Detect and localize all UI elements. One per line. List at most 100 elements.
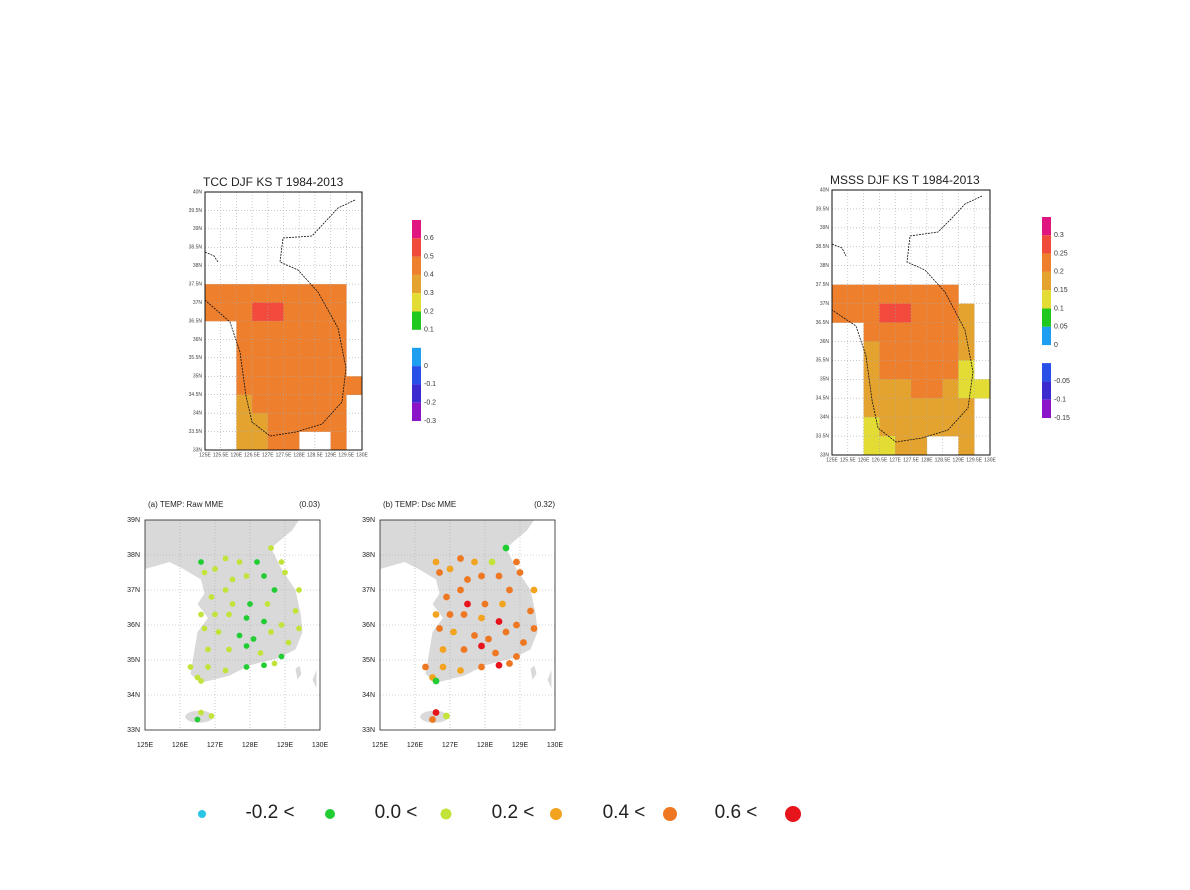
grid-cell bbox=[879, 303, 896, 323]
station bbox=[485, 635, 492, 643]
grid-cell bbox=[895, 360, 912, 380]
colorbar-box bbox=[412, 402, 421, 421]
y-tick-label: 36N bbox=[820, 339, 830, 345]
station bbox=[208, 594, 215, 600]
station bbox=[194, 716, 201, 723]
legend-dot bbox=[325, 809, 335, 819]
station bbox=[457, 667, 464, 674]
colorbar-label: -0.1 bbox=[1054, 397, 1066, 404]
station bbox=[471, 558, 478, 566]
station bbox=[460, 611, 468, 618]
grid-cell bbox=[267, 302, 284, 322]
grid-cell bbox=[236, 376, 253, 396]
legend-dot bbox=[550, 808, 562, 820]
legend-label: 0.6 < bbox=[715, 802, 758, 823]
station bbox=[296, 625, 302, 632]
grid-cell bbox=[283, 339, 300, 359]
y-tick-label: 39.5N bbox=[816, 206, 830, 212]
grid-cell bbox=[911, 436, 928, 456]
station bbox=[513, 621, 520, 629]
station bbox=[513, 653, 520, 660]
panel-title: TCC DJF KS T 1984-2013 bbox=[203, 175, 344, 189]
station bbox=[443, 593, 450, 601]
station bbox=[492, 649, 499, 657]
station bbox=[187, 664, 194, 670]
grid-cell bbox=[299, 413, 316, 432]
colorbar-label: 0.25 bbox=[1054, 250, 1068, 257]
station bbox=[278, 622, 285, 628]
grid-cell bbox=[895, 303, 912, 323]
legend-dot bbox=[198, 810, 206, 818]
grid-cell bbox=[895, 436, 912, 456]
station bbox=[257, 650, 264, 656]
x-tick-label: 130E bbox=[984, 457, 996, 463]
grid-cell bbox=[863, 398, 880, 418]
legend-label: 0.2 < bbox=[492, 802, 535, 823]
grid-cell bbox=[879, 341, 896, 361]
grid-cell bbox=[926, 398, 943, 418]
station bbox=[201, 569, 208, 576]
grid-cell bbox=[252, 339, 269, 359]
grid-cell bbox=[895, 379, 912, 399]
y-tick-label: 35.5N bbox=[816, 358, 830, 364]
grid-cell bbox=[252, 302, 269, 322]
y-tick-label: 33N bbox=[127, 727, 140, 734]
station bbox=[432, 611, 440, 618]
station bbox=[460, 646, 468, 653]
station bbox=[271, 587, 278, 593]
station bbox=[502, 628, 510, 636]
grid-cell bbox=[958, 341, 975, 361]
grid-cell bbox=[847, 303, 864, 323]
legend-label: -0.2 < bbox=[245, 802, 294, 823]
colorbar-box bbox=[412, 293, 421, 312]
station-map: (b) TEMP: Dsc MME (0.32) 39N 38N 37N 36N 35N 34… bbox=[362, 500, 563, 749]
station bbox=[264, 601, 271, 607]
y-tick-label: 36N bbox=[127, 622, 140, 629]
grid-cell bbox=[863, 303, 880, 323]
grid-cell bbox=[267, 284, 284, 303]
station bbox=[278, 653, 285, 660]
grid-cell bbox=[847, 284, 864, 304]
colorbar-box bbox=[1042, 235, 1051, 254]
y-tick-label: 39N bbox=[193, 226, 203, 232]
station bbox=[236, 559, 243, 565]
station bbox=[471, 632, 478, 639]
colorbar-label: -0.3 bbox=[424, 418, 436, 425]
x-tick-label: 127E bbox=[889, 457, 901, 463]
colorbar-box bbox=[1042, 326, 1051, 346]
x-tick-label: 125E bbox=[199, 452, 211, 458]
station bbox=[520, 639, 527, 646]
station bbox=[201, 625, 208, 632]
x-tick-label: 127.5E bbox=[903, 457, 920, 463]
grid-cell bbox=[314, 376, 331, 396]
colorbar-label: 0.3 bbox=[1054, 232, 1064, 239]
colorbar-box bbox=[1042, 381, 1051, 400]
station bbox=[502, 544, 510, 552]
station bbox=[527, 607, 534, 615]
station bbox=[495, 618, 503, 625]
grid-cell bbox=[236, 321, 253, 340]
station bbox=[229, 576, 236, 583]
grid-cell bbox=[283, 284, 300, 303]
grid-cell bbox=[926, 303, 943, 323]
station bbox=[215, 629, 222, 635]
y-tick-label: 38.5N bbox=[816, 244, 830, 250]
colorbar-box bbox=[412, 384, 421, 403]
x-tick-label: 129.5E bbox=[338, 452, 355, 458]
coastline bbox=[831, 195, 983, 443]
panel-title: MSSS DJF KS T 1984-2013 bbox=[830, 173, 980, 187]
land bbox=[530, 665, 552, 688]
station bbox=[236, 632, 243, 639]
station bbox=[254, 559, 260, 565]
grid-cell bbox=[236, 302, 253, 322]
colorbar-label: 0.4 bbox=[424, 272, 434, 279]
grid-cell bbox=[236, 431, 253, 451]
grid-cell bbox=[895, 398, 912, 418]
x-tick-label: 126.5E bbox=[871, 457, 888, 463]
colorbar-label: 0.15 bbox=[1054, 287, 1068, 294]
station bbox=[243, 615, 250, 621]
grid-cell bbox=[942, 360, 959, 380]
grid-cell bbox=[926, 417, 943, 437]
x-tick-label: 129.5E bbox=[966, 457, 983, 463]
land bbox=[295, 665, 317, 688]
